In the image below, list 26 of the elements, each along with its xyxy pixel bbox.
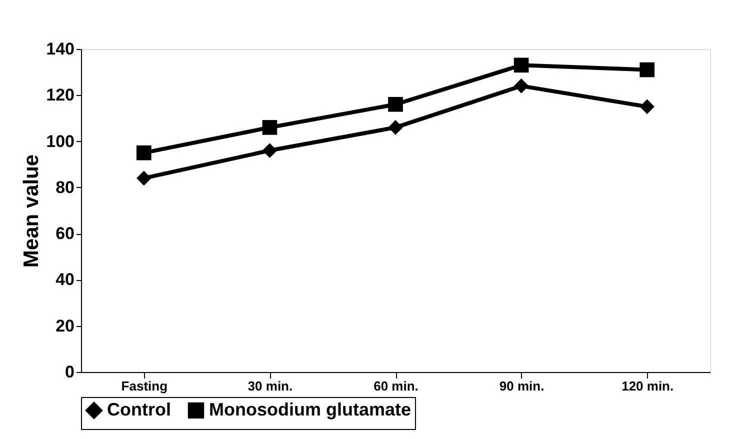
legend-label: Control [107, 399, 171, 420]
x-tick-label: 90 min. [499, 378, 544, 394]
point [514, 78, 529, 94]
y-tick-label: 60 [56, 224, 74, 244]
y-tick-label: 120 [46, 86, 74, 105]
x-tick-label: 120 min. [622, 378, 674, 394]
y-tick-label: 20 [56, 316, 74, 336]
y-tick-label: 100 [46, 132, 74, 151]
y-tick-label: 140 [46, 40, 74, 58]
legend-label: Monosodium glutamate [209, 399, 411, 420]
x-tick-label: 60 min. [374, 378, 418, 394]
point [388, 96, 403, 112]
point [388, 120, 403, 135]
y-tick-label: 0 [65, 362, 74, 382]
point [640, 62, 655, 78]
point [262, 120, 278, 135]
point [640, 99, 655, 114]
point [136, 170, 152, 186]
point [514, 58, 529, 73]
y-tick-label: 80 [56, 178, 74, 197]
point [262, 143, 278, 158]
x-tick-label: Fasting [121, 378, 168, 394]
x-tick-label: 30 min. [248, 378, 293, 394]
y-axis-title: Mean value [20, 154, 44, 268]
point [136, 145, 152, 160]
y-tick-label: 40 [56, 270, 74, 290]
